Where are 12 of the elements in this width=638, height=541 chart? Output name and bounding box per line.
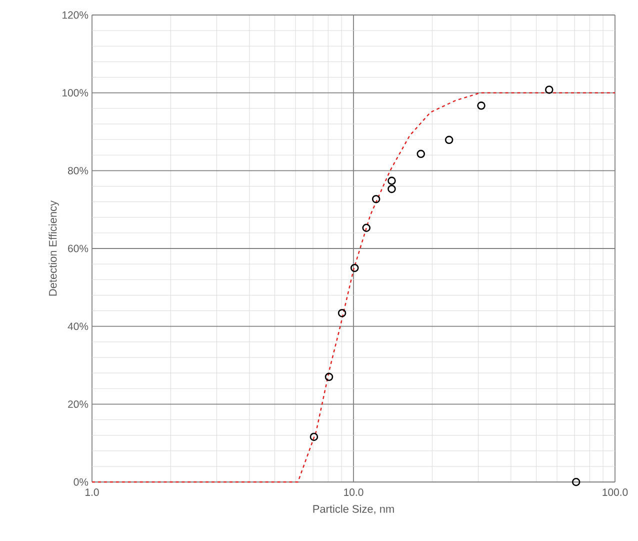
- x-tick-label: 10.0: [344, 488, 364, 496]
- x-axis-title: Particle Size, nm: [313, 504, 394, 514]
- y-tick-label: 120%: [62, 11, 88, 19]
- y-axis-title: Detection Efficiency: [48, 200, 59, 296]
- y-tick-label: 40%: [68, 322, 88, 330]
- y-tick-label: 0%: [74, 478, 88, 486]
- y-tick-label: 60%: [68, 244, 88, 252]
- y-tick-label: 80%: [68, 166, 88, 174]
- x-tick-label: 100.0: [602, 488, 628, 496]
- y-tick-label: 20%: [68, 400, 88, 408]
- y-tick-label: 100%: [62, 89, 88, 97]
- x-tick-label: 1.0: [86, 488, 99, 496]
